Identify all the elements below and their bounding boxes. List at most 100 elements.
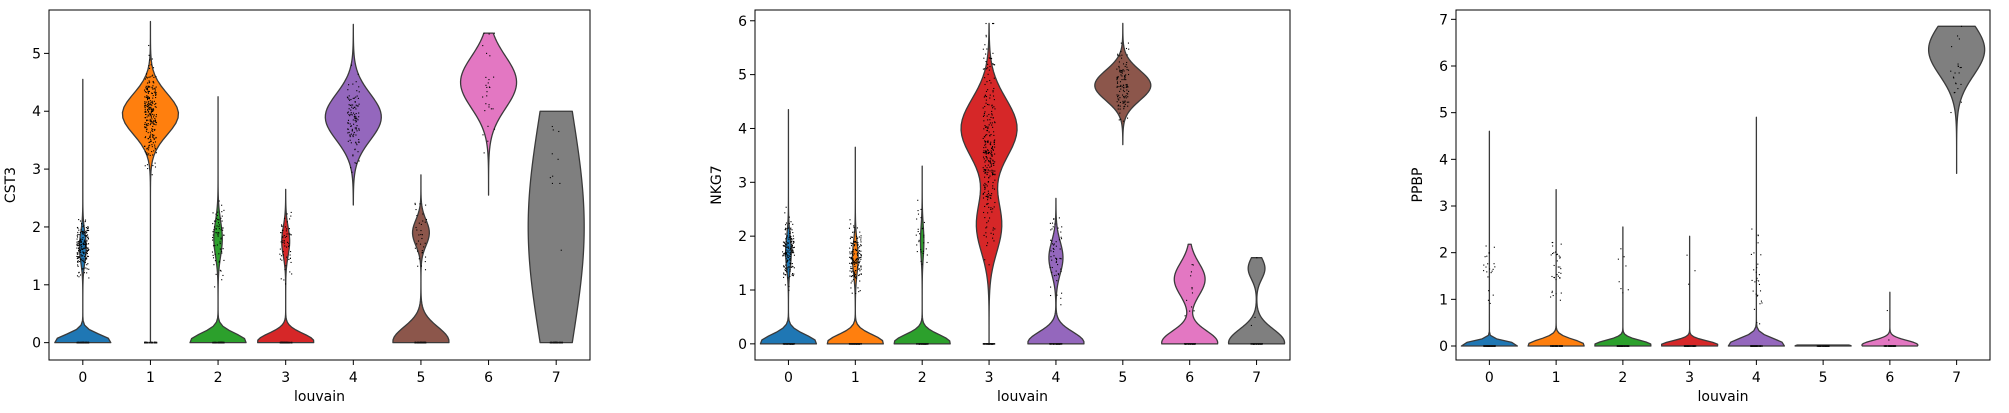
violin-1 (826, 146, 884, 345)
y-tick-label: 2 (32, 220, 41, 236)
points-2 (211, 200, 225, 344)
violin-3 (1660, 235, 1719, 347)
x-tick-label: 2 (918, 370, 927, 386)
y-tick-label: 3 (1439, 199, 1448, 215)
x-tick-label: 0 (784, 370, 793, 386)
x-tick-label: 4 (349, 370, 358, 386)
y-tick-label: 5 (32, 46, 41, 62)
x-tick-label: 7 (1952, 370, 1961, 386)
x-tick-label: 2 (1618, 370, 1627, 386)
points-1 (1549, 241, 1563, 347)
violin-panel-ppbp: 0 1 2 3 4 5 6 7 0 1 2 3 4 5 6 7 louvain PPBP (1410, 9, 1991, 405)
plot-frame (1455, 9, 1991, 361)
violin-panel-nkg7: 0 1 2 3 4 5 6 0 1 2 3 4 5 6 7 louvain NKG7 (709, 9, 1291, 405)
violin-7 (1227, 257, 1286, 345)
points-1 (143, 44, 158, 344)
x-tick-label: 7 (1252, 370, 1261, 386)
points-5 (1816, 345, 1830, 347)
y-tick-label: 6 (738, 14, 747, 30)
points-1 (848, 219, 863, 345)
violin-0 (759, 108, 818, 345)
y-tick-label: 5 (1439, 106, 1448, 122)
points-7 (1950, 25, 1963, 114)
x-tick-label: 3 (1685, 370, 1694, 386)
violin-0 (1460, 130, 1519, 347)
y-axis-label: CST3 (3, 167, 19, 203)
x-tick-label: 6 (1185, 370, 1194, 386)
y-tick-label: 0 (1439, 339, 1448, 355)
x-tick-label: 3 (985, 370, 994, 386)
violin-4 (324, 23, 382, 206)
y-tick-label: 7 (1439, 12, 1448, 28)
points-6 (1883, 309, 1897, 347)
x-tick-label: 0 (78, 370, 87, 386)
points-7 (1250, 257, 1263, 345)
points-3 (982, 22, 996, 345)
points-3 (279, 211, 293, 344)
x-axis-label: louvain (997, 389, 1048, 405)
points-6 (1183, 264, 1196, 345)
violin-0 (54, 78, 112, 344)
violin-3 (960, 22, 1018, 345)
x-tick-label: 1 (146, 370, 155, 386)
plot-frame (48, 9, 591, 361)
y-tick-label: 1 (738, 283, 747, 299)
y-tick-label: 3 (738, 175, 747, 191)
y-tick-label: 3 (32, 162, 41, 178)
violin-2 (1594, 226, 1652, 347)
points-7 (549, 125, 563, 344)
violin-7 (1927, 25, 1986, 174)
x-axis-label: louvain (294, 389, 345, 405)
points-2 (915, 199, 929, 345)
y-tick-label: 2 (1439, 246, 1448, 262)
x-tick-label: 5 (1819, 370, 1828, 386)
violin-2 (893, 165, 951, 345)
y-tick-label: 1 (1439, 292, 1448, 308)
points-4 (346, 64, 360, 173)
x-tick-label: 6 (1885, 370, 1894, 386)
plot-frame (754, 9, 1291, 361)
points-0 (782, 206, 796, 345)
x-tick-label: 0 (1485, 370, 1494, 386)
points-4 (1750, 228, 1763, 347)
y-tick-label: 1 (32, 278, 41, 294)
x-tick-label: 2 (214, 370, 223, 386)
violin-panel-cst3: 0 1 2 3 4 5 0 1 2 3 4 5 6 7 louvain CST3 (3, 9, 591, 405)
y-tick-label: 6 (1439, 59, 1448, 75)
violin-6 (1161, 243, 1219, 345)
violin-1 (121, 20, 180, 344)
points-6 (482, 32, 496, 154)
x-tick-label: 5 (416, 370, 425, 386)
y-tick-label: 4 (32, 104, 41, 120)
violin-6 (1861, 291, 1919, 347)
x-tick-label: 5 (1118, 370, 1127, 386)
violin-5 (392, 174, 450, 344)
x-axis-label: louvain (1698, 389, 1749, 405)
x-tick-label: 1 (851, 370, 860, 386)
x-tick-label: 6 (484, 370, 493, 386)
points-5 (414, 202, 428, 344)
x-tick-label: 7 (552, 370, 561, 386)
points-2 (1616, 248, 1630, 347)
y-tick-label: 4 (1439, 152, 1448, 168)
y-tick-label: 0 (32, 336, 41, 352)
y-tick-label: 5 (738, 68, 747, 84)
violin-6 (459, 32, 518, 196)
violin-5 (1094, 22, 1152, 146)
y-tick-label: 2 (738, 229, 747, 245)
points-4 (1049, 217, 1063, 345)
y-axis-label: PPBP (1410, 168, 1426, 203)
violin-1 (1527, 189, 1585, 347)
violin-4 (1727, 116, 1786, 347)
x-tick-label: 1 (1552, 370, 1561, 386)
x-tick-label: 4 (1051, 370, 1060, 386)
points-3 (1683, 254, 1697, 347)
y-axis-label: NKG7 (709, 165, 725, 204)
violin-7 (527, 110, 585, 344)
y-tick-label: 4 (738, 121, 747, 137)
y-tick-label: 0 (738, 337, 747, 353)
points-0 (76, 219, 90, 344)
points-0 (1483, 245, 1496, 347)
x-tick-label: 4 (1752, 370, 1761, 386)
